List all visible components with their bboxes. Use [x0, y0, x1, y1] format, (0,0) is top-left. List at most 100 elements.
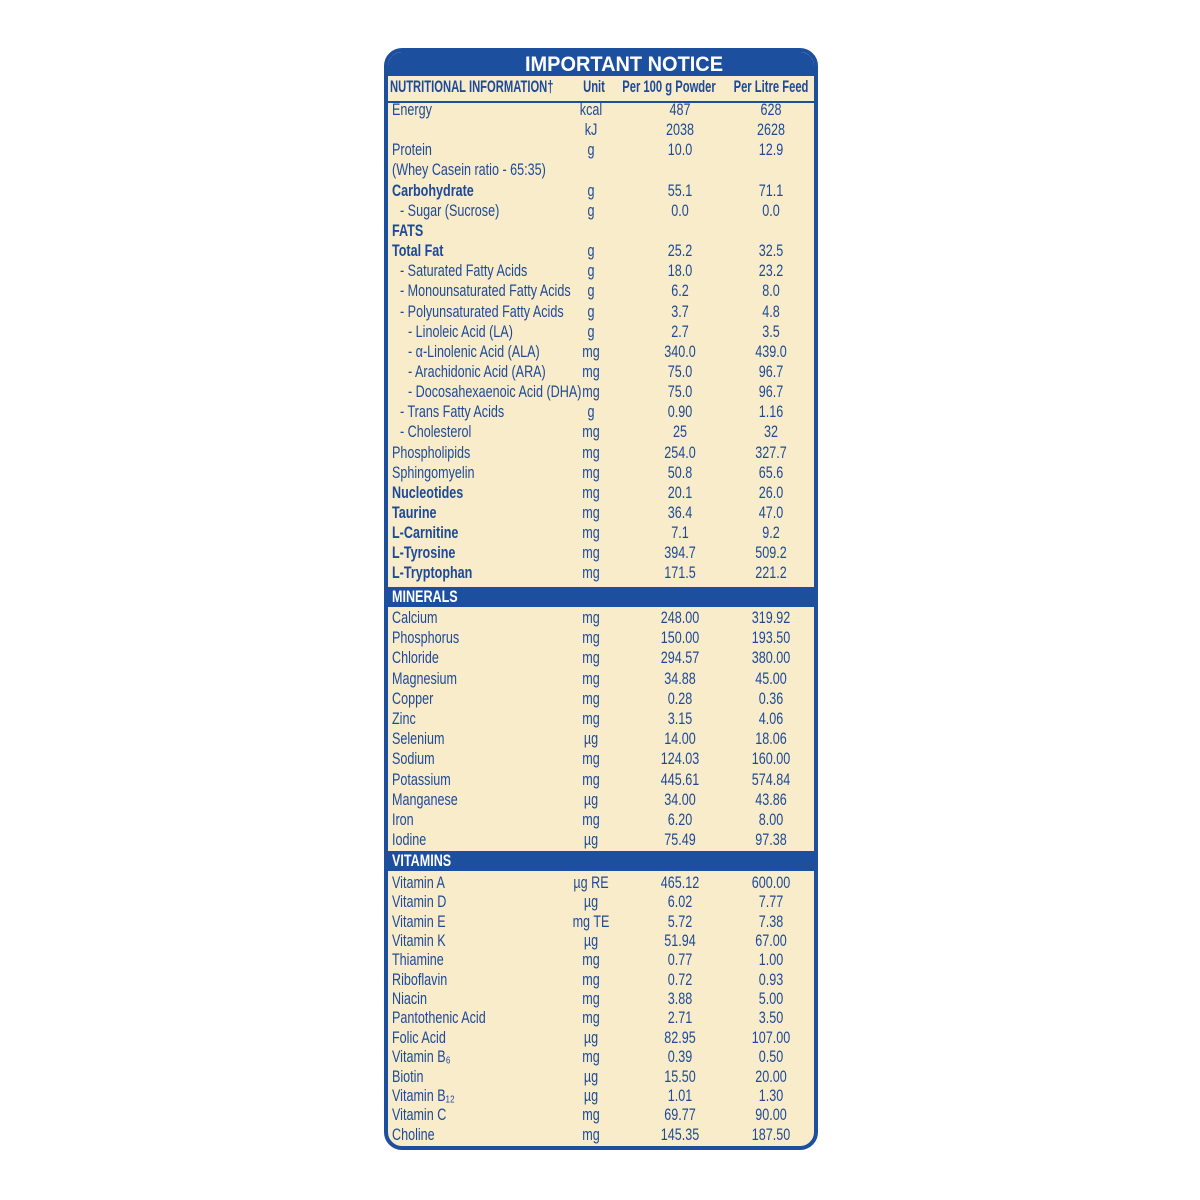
row-unit: mg — [582, 503, 600, 522]
row-name: Thiamine — [392, 950, 444, 970]
row-unit: mg — [582, 482, 600, 502]
row-per-100g: 445.61 — [660, 769, 700, 789]
row-per-litre: 187.50 — [751, 1124, 791, 1144]
section-band — [388, 851, 814, 871]
row-unit: mg — [582, 1008, 600, 1028]
row-per-litre: 107.00 — [751, 1027, 791, 1047]
row-per-100g: 34.88 — [664, 668, 696, 688]
nutrition-panel: IMPORTANT NOTICE NUTRITIONAL INFORMATION… — [384, 48, 818, 1150]
row-name: Iodine — [392, 830, 427, 850]
header-cell: Per Litre Feed — [733, 77, 809, 96]
row-per-100g: 294.57 — [660, 648, 700, 668]
header-cell: NUTRITIONAL INFORMATION† — [390, 77, 554, 96]
row-per-100g: 0.0 — [671, 200, 689, 220]
row-per-litre: 380.00 — [751, 648, 791, 668]
row-per-100g: 124.03 — [660, 749, 700, 769]
section-title: VITAMINS — [392, 851, 452, 870]
row-per-litre: 0.93 — [758, 969, 784, 989]
row-per-litre: 628 — [760, 100, 782, 119]
row-unit: mg — [582, 382, 600, 402]
header-cell: Per 100 g Powder — [622, 77, 716, 96]
row-name: Magnesium — [392, 668, 458, 688]
row-per-100g: 3.7 — [671, 301, 689, 321]
row-unit: mg — [582, 608, 600, 627]
row-name: - Saturated Fatty Acids — [400, 261, 528, 281]
row-name: Chloride — [392, 648, 439, 668]
row-name: - Linoleic Acid (LA) — [408, 321, 513, 341]
row-per-100g: 3.88 — [667, 989, 693, 1009]
row-per-litre: 43.86 — [755, 789, 787, 809]
row-per-100g: 34.00 — [664, 789, 696, 809]
row-unit: g — [587, 321, 595, 341]
row-unit: mg — [582, 668, 600, 688]
row-per-100g: 10.0 — [667, 140, 693, 160]
row-per-100g: 254.0 — [664, 442, 696, 462]
row-name: Manganese — [392, 789, 458, 809]
row-unit: mg — [582, 543, 600, 563]
row-unit: mg — [582, 628, 600, 648]
row-per-litre: 9.2 — [762, 523, 780, 543]
row-unit: mg — [582, 361, 600, 381]
row-unit: g — [587, 281, 595, 301]
row-per-litre: 65.6 — [758, 462, 784, 482]
row-per-litre: 509.2 — [755, 543, 787, 563]
row-name: Carbohydrate — [392, 180, 474, 200]
row-per-litre: 90.00 — [755, 1105, 787, 1125]
row-name: - Monounsaturated Fatty Acids — [400, 281, 571, 301]
title-band — [388, 52, 814, 76]
row-per-100g: 55.1 — [667, 180, 693, 200]
row-name: - Polyunsaturated Fatty Acids — [400, 301, 564, 321]
row-per-100g: 36.4 — [667, 503, 693, 522]
row-per-100g: 6.02 — [667, 892, 693, 912]
row-per-litre: 3.5 — [762, 321, 780, 341]
row-unit: µg — [583, 1027, 599, 1047]
row-unit: mg — [582, 688, 600, 708]
row-per-litre: 193.50 — [751, 628, 791, 648]
row-per-litre: 7.38 — [758, 911, 784, 931]
row-unit: mg — [582, 648, 600, 668]
row-unit: µg — [583, 789, 599, 809]
row-per-100g: 0.39 — [667, 1047, 693, 1067]
row-name: Nucleotides — [392, 482, 464, 502]
row-name: Vitamin A — [392, 873, 445, 892]
row-per-100g: 0.72 — [667, 969, 693, 989]
row-per-litre: 67.00 — [755, 931, 787, 951]
row-per-litre: 18.06 — [755, 729, 787, 749]
row-unit: mg — [582, 1047, 600, 1067]
row-name: Niacin — [392, 989, 427, 1009]
row-name: Potassium — [392, 769, 451, 789]
row-unit: mg — [582, 1124, 600, 1144]
row-per-litre: 0.36 — [758, 688, 784, 708]
row-name: Pantothenic Acid — [392, 1008, 486, 1028]
row-per-litre: 8.0 — [762, 281, 780, 301]
row-per-100g: 75.49 — [664, 830, 696, 850]
section-title: MINERALS — [392, 587, 458, 606]
row-per-100g: 15.50 — [664, 1066, 696, 1086]
row-per-100g: 18.0 — [667, 261, 693, 281]
row-per-litre: 439.0 — [755, 341, 787, 361]
row-unit: µg — [583, 1085, 599, 1105]
row-per-100g: 51.94 — [664, 931, 696, 951]
row-name: - Cholesterol — [400, 422, 472, 442]
row-per-100g: 394.7 — [664, 543, 696, 563]
row-name: Vitamin C — [392, 1105, 447, 1125]
row-unit: mg — [582, 442, 600, 462]
row-name: Choline — [392, 1124, 435, 1144]
row-unit: mg — [582, 341, 600, 361]
row-per-100g: 3.15 — [667, 709, 693, 728]
row-per-100g: 171.5 — [664, 563, 696, 583]
row-unit: g — [587, 402, 595, 422]
row-name: L-Tryptophan — [392, 563, 473, 583]
row-unit: kJ — [584, 120, 598, 140]
section-band — [388, 587, 814, 607]
row-per-100g: 248.00 — [660, 608, 700, 627]
row-name: Sodium — [392, 749, 435, 769]
row-per-100g: 75.0 — [667, 382, 693, 402]
row-unit: µg RE — [573, 873, 609, 892]
row-unit: mg — [582, 709, 600, 728]
row-unit: mg — [582, 422, 600, 442]
row-name: - Arachidonic Acid (ARA) — [408, 361, 546, 381]
row-name: L-Carnitine — [392, 523, 459, 543]
row-per-100g: 7.1 — [671, 523, 689, 543]
